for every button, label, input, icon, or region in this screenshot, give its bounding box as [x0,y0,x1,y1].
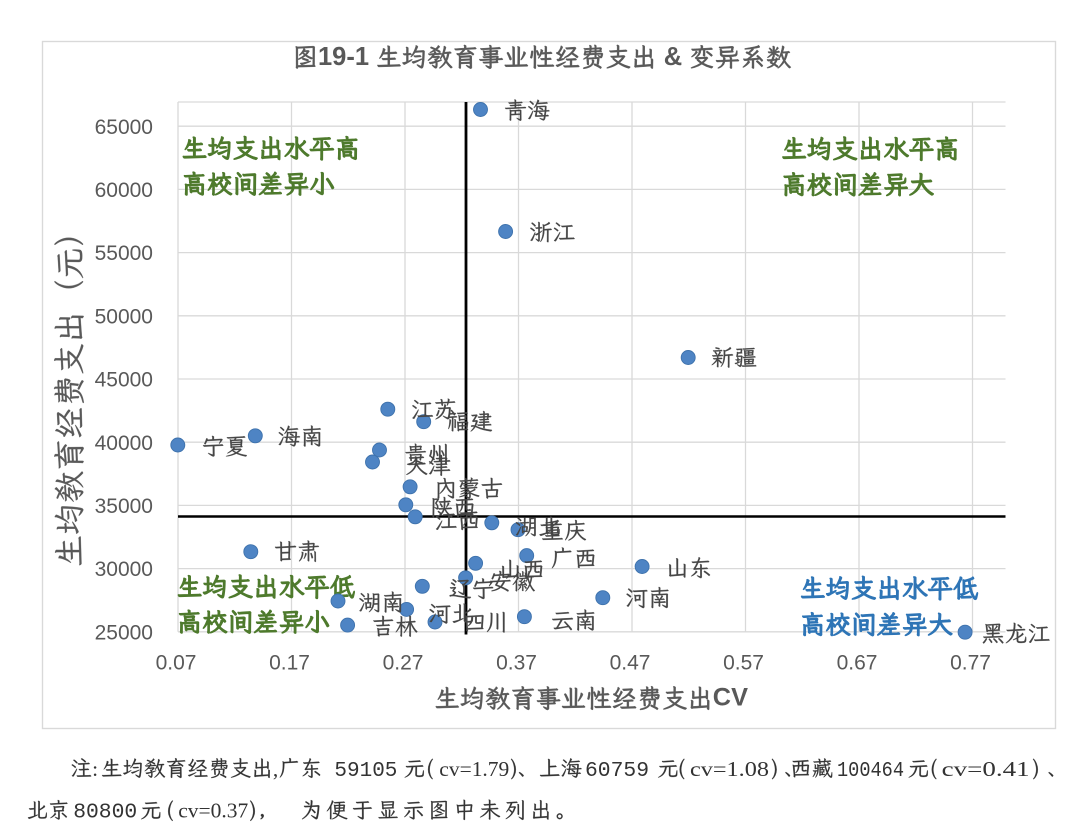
svg-text:0.27: 0.27 [383,652,424,675]
svg-text:19-1: 19-1 [318,43,369,71]
svg-text:,: , [273,757,278,781]
svg-text:65000: 65000 [95,116,153,139]
svg-text:0.57: 0.57 [723,652,764,675]
svg-text:60000: 60000 [95,179,153,202]
svg-text:cv=1.08: cv=1.08 [690,757,769,781]
svg-text:cv=1.79: cv=1.79 [439,757,509,781]
svg-text:25000: 25000 [95,622,153,645]
svg-text:35000: 35000 [95,495,153,518]
svg-text:30000: 30000 [95,558,153,581]
svg-text:0.67: 0.67 [837,652,878,675]
svg-text:0.17: 0.17 [269,652,310,675]
svg-text:59105: 59105 [334,759,397,783]
svg-text:&: & [664,43,682,71]
svg-text:0.77: 0.77 [950,652,991,675]
svg-text:80800: 80800 [73,801,137,825]
svg-text:cv=0.37: cv=0.37 [178,799,248,823]
svg-text:45000: 45000 [95,369,153,392]
svg-text:CV: CV [713,684,748,712]
svg-text::: : [92,757,98,781]
svg-text:50000: 50000 [95,305,153,328]
svg-text:0.37: 0.37 [496,652,537,675]
svg-text:40000: 40000 [95,432,153,455]
svg-text:60759: 60759 [585,759,649,783]
svg-text:0.07: 0.07 [156,652,197,675]
svg-text:100464: 100464 [837,759,904,783]
svg-text:0.47: 0.47 [610,652,651,675]
svg-text:55000: 55000 [95,242,153,265]
svg-text:cv=0.41: cv=0.41 [942,757,1030,781]
